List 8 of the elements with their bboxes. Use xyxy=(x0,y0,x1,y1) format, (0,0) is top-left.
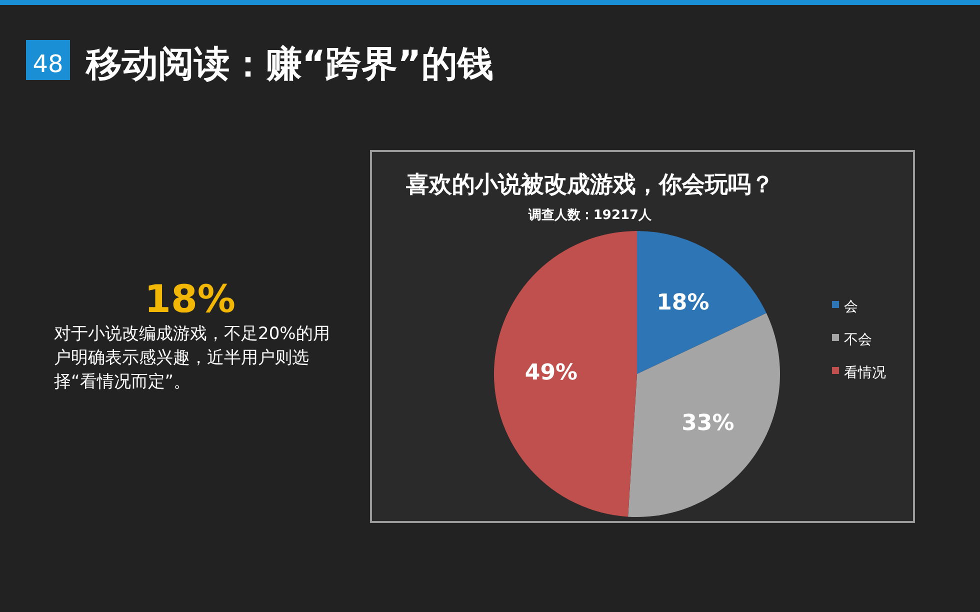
legend-label: 会 xyxy=(844,299,858,315)
data-label: 18% xyxy=(656,290,710,316)
data-label: 49% xyxy=(524,360,578,386)
legend-label: 不会 xyxy=(844,332,872,348)
legend-label: 看情况 xyxy=(844,365,886,381)
chart-title: 喜欢的小说被改成游戏，你会玩吗？ xyxy=(405,172,774,198)
data-label: 33% xyxy=(682,411,734,436)
chart-subtitle: 调查人数：19217人 xyxy=(527,208,653,223)
